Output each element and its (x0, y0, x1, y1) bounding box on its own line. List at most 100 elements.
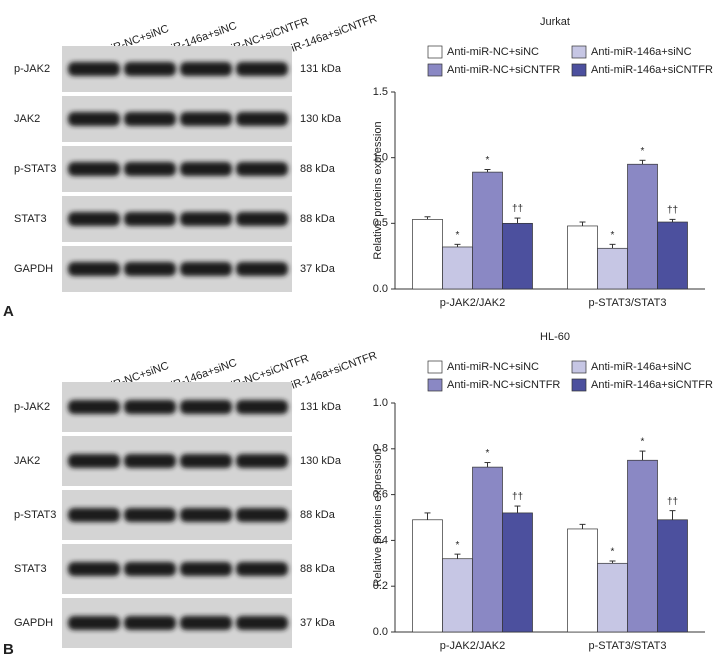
x-tick-label: p-JAK2/JAK2 (440, 640, 505, 652)
blot-band (124, 212, 176, 226)
protein-label: GAPDH (14, 263, 53, 275)
legend-label: Anti-miR-NC+siNC (447, 46, 539, 58)
blot-band (124, 400, 176, 414)
error-bar (454, 243, 461, 247)
bar (627, 163, 658, 290)
protein-label: JAK2 (14, 113, 40, 125)
legend-label: Anti-miR-NC+siCNTFR (447, 379, 560, 391)
significance-marker: †† (667, 496, 678, 507)
legend-swatch (571, 45, 587, 59)
error-bar (669, 218, 676, 223)
chart-title: HL-60 (540, 331, 570, 343)
error-bar (579, 523, 586, 529)
significance-marker: * (456, 230, 460, 241)
legend-swatch (571, 378, 587, 392)
protein-label: STAT3 (14, 563, 47, 575)
blot-band (124, 508, 176, 522)
y-tick-label: 0.5 (373, 217, 388, 229)
size-label: 130 kDa (300, 113, 342, 125)
legend-label: Anti-miR-NC+siNC (447, 361, 539, 373)
y-axis-label: Relative proteins expression (372, 448, 384, 586)
error-bar (669, 510, 676, 520)
y-tick-label: 0.0 (373, 626, 388, 638)
y-tick-label: 1.0 (373, 152, 388, 164)
blot-band (180, 112, 232, 126)
size-label: 88 kDa (300, 563, 336, 575)
legend-swatch (571, 360, 587, 374)
y-tick-label: 1.5 (373, 86, 388, 98)
blot-band (124, 162, 176, 176)
y-tick-label: 0.8 (373, 443, 388, 455)
bar (442, 558, 473, 633)
protein-label: JAK2 (14, 455, 40, 467)
significance-marker: * (641, 146, 645, 157)
blot-band (180, 262, 232, 276)
blot-band (236, 112, 288, 126)
legend-swatch (427, 360, 443, 374)
bar (412, 519, 443, 633)
legend-label: Anti-miR-146a+siNC (591, 361, 692, 373)
blot-band (180, 62, 232, 76)
blot-band (68, 508, 120, 522)
blot-band (124, 616, 176, 630)
significance-marker: * (611, 547, 615, 558)
blot-band (180, 616, 232, 630)
error-bar (639, 159, 646, 165)
panel-letter: B (3, 641, 14, 658)
protein-label: p-JAK2 (14, 401, 50, 413)
legend-label: Anti-miR-146a+siNC (591, 46, 692, 58)
bar (502, 512, 533, 633)
size-label: 88 kDa (300, 163, 336, 175)
size-label: 37 kDa (300, 263, 336, 275)
blot-band (68, 562, 120, 576)
protein-label: p-STAT3 (14, 163, 56, 175)
error-bar (514, 217, 521, 224)
blot-band (180, 562, 232, 576)
blot-band (236, 62, 288, 76)
y-tick-label: 1.0 (373, 397, 388, 409)
blot-band (180, 508, 232, 522)
chart-title: Jurkat (540, 16, 570, 28)
error-bar (609, 560, 616, 564)
blot-band (236, 616, 288, 630)
protein-label: p-JAK2 (14, 63, 50, 75)
bar (472, 171, 503, 290)
y-axis-label: Relative proteins expression (372, 121, 384, 259)
blot-band (68, 112, 120, 126)
error-bar (579, 221, 586, 226)
bar (472, 466, 503, 633)
bar (597, 247, 628, 290)
blot-band (180, 400, 232, 414)
y-tick-label: 0.0 (373, 283, 388, 295)
error-bar (454, 553, 461, 559)
error-bar (424, 512, 431, 520)
significance-marker: * (641, 437, 645, 448)
blot-band (236, 162, 288, 176)
blot-band (236, 562, 288, 576)
significance-marker: * (486, 448, 490, 459)
significance-marker: * (611, 230, 615, 241)
blot-band (124, 454, 176, 468)
y-tick-label: 0.6 (373, 489, 388, 501)
blot-band (124, 562, 176, 576)
size-label: 37 kDa (300, 617, 336, 629)
bar (657, 519, 688, 633)
y-tick-label: 0.2 (373, 580, 388, 592)
blot-band (68, 162, 120, 176)
blot-band (180, 454, 232, 468)
blot-band (236, 454, 288, 468)
size-label: 131 kDa (300, 63, 342, 75)
y-tick-label: 0.4 (373, 534, 388, 546)
size-label: 88 kDa (300, 509, 336, 521)
size-label: 130 kDa (300, 455, 342, 467)
protein-label: STAT3 (14, 213, 47, 225)
blot-band (180, 162, 232, 176)
error-bar (424, 216, 431, 220)
blot-band (236, 400, 288, 414)
size-label: 131 kDa (300, 401, 342, 413)
x-tick-label: p-JAK2/JAK2 (440, 297, 505, 309)
blot-band (236, 262, 288, 276)
bar (567, 528, 598, 633)
significance-marker: * (486, 155, 490, 166)
